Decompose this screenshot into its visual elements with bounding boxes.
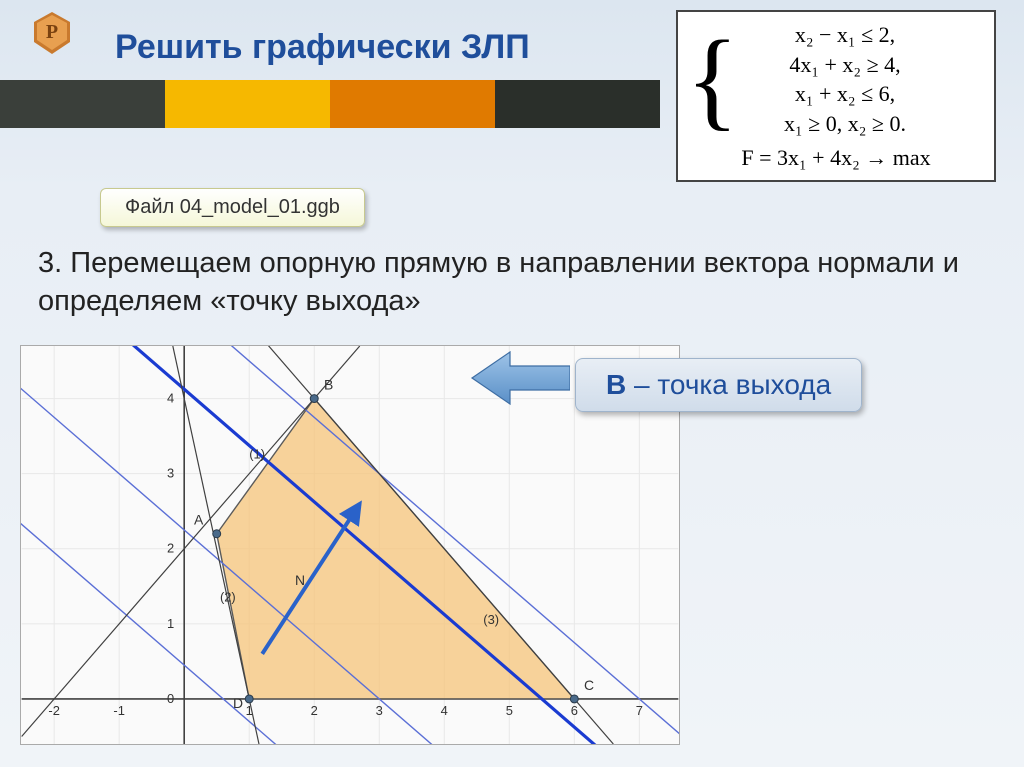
formula-line: x₂ − x₁ ≤ 2, <box>708 20 982 50</box>
exit-point-badge: B – точка выхода <box>575 358 862 412</box>
svg-text:(2): (2) <box>220 589 236 604</box>
svg-text:3: 3 <box>167 466 174 481</box>
svg-text:3: 3 <box>376 703 383 718</box>
svg-text:2: 2 <box>311 703 318 718</box>
step-text: 3. Перемещаем опорную прямую в направлен… <box>38 245 986 320</box>
constraints-formula: { x₂ − x₁ ≤ 2, 4x₁ + x₂ ≥ 4, x₁ + x₂ ≤ 6… <box>676 10 996 182</box>
svg-text:C: C <box>584 677 594 693</box>
svg-text:4: 4 <box>441 703 448 718</box>
svg-text:0: 0 <box>167 691 174 706</box>
svg-text:(1): (1) <box>249 447 265 462</box>
svg-text:2: 2 <box>167 541 174 556</box>
svg-text:7: 7 <box>636 703 643 718</box>
formula-line: x₁ + x₂ ≤ 6, <box>708 79 982 109</box>
svg-text:1: 1 <box>167 616 174 631</box>
svg-text:A: A <box>194 512 204 528</box>
slide-title: Решить графически ЗЛП <box>115 28 530 67</box>
formula-line: x₁ ≥ 0, x₂ ≥ 0. <box>708 109 982 139</box>
svg-text:4: 4 <box>167 391 174 406</box>
svg-text:6: 6 <box>571 703 578 718</box>
pointer-arrow-icon <box>470 350 570 411</box>
file-badge: Файл 04_model_01.ggb <box>100 188 365 227</box>
svg-text:P: P <box>46 21 58 43</box>
exit-point-text: – точка выхода <box>626 369 831 400</box>
svg-text:-1: -1 <box>113 703 124 718</box>
svg-text:-2: -2 <box>48 703 60 718</box>
decor-strip <box>0 80 660 128</box>
logo-icon: P <box>34 12 70 54</box>
svg-text:N: N <box>295 572 305 588</box>
svg-text:(3): (3) <box>483 612 499 627</box>
exit-point-letter: B <box>606 369 626 400</box>
svg-text:B: B <box>324 377 333 393</box>
formula-line: 4x₁ + x₂ ≥ 4, <box>708 50 982 80</box>
objective-line: F = 3x₁ + 4x₂ → max <box>690 143 982 173</box>
svg-text:D: D <box>233 695 243 711</box>
svg-text:5: 5 <box>506 703 513 718</box>
